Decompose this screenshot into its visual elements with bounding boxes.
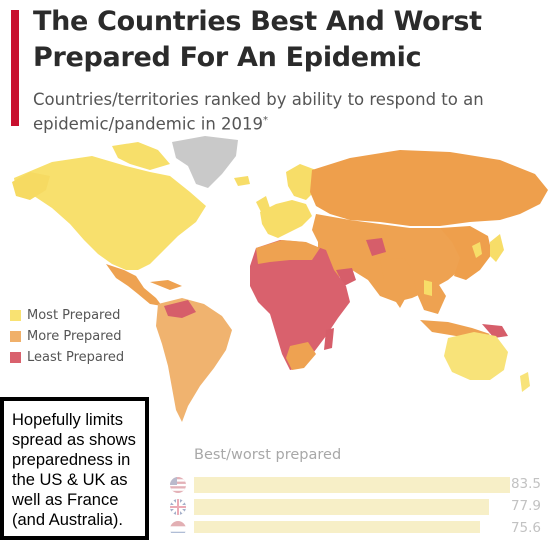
scandinavia	[286, 164, 318, 200]
us-flag-icon	[170, 477, 186, 493]
north-america	[14, 156, 206, 270]
alaska	[12, 172, 50, 200]
score-bar	[194, 521, 480, 533]
chart-title: The Countries Best And Worst Prepared Fo…	[33, 6, 482, 73]
china-east	[440, 226, 492, 280]
korea	[472, 242, 482, 258]
mexico	[106, 264, 162, 306]
annotation-box: Hopefully limits spread as shows prepare…	[0, 397, 149, 540]
nl-flag-icon	[170, 521, 186, 533]
map-legend: Most Prepared More Prepared Least Prepar…	[10, 305, 124, 368]
world-map	[12, 136, 548, 422]
europe-west	[260, 200, 312, 238]
north-africa	[256, 240, 320, 264]
legend-item-least: Least Prepared	[10, 347, 124, 368]
south-america	[156, 298, 232, 422]
iceland	[234, 176, 250, 186]
uk-flag-icon	[170, 499, 186, 515]
south-asia	[380, 258, 414, 308]
best-worst-title: Best/worst prepared	[194, 447, 342, 463]
title-accent-bar	[11, 10, 19, 126]
legend-label: Most Prepared	[27, 308, 121, 323]
south-america-north	[164, 300, 196, 318]
uk-ireland	[256, 196, 270, 214]
caribbean	[150, 280, 182, 290]
south-africa	[286, 342, 316, 370]
madagascar	[324, 328, 334, 350]
score-bar	[194, 477, 510, 493]
score-value: 83.5	[510, 476, 541, 492]
score-value: 77.9	[510, 498, 541, 514]
greenland	[172, 136, 238, 188]
legend-item-most: Most Prepared	[10, 305, 124, 326]
new-zealand	[520, 372, 530, 392]
chart-subtitle: Countries/territories ranked by ability …	[33, 90, 484, 134]
score-value: 75.6	[510, 520, 541, 533]
southeast-asia	[414, 280, 446, 314]
australia	[444, 332, 508, 380]
legend-swatch-most	[10, 310, 21, 321]
best-worst-row: 83.5	[170, 475, 557, 495]
legend-item-more: More Prepared	[10, 326, 124, 347]
legend-label: More Prepared	[27, 329, 122, 344]
arctic-islands	[112, 142, 170, 170]
papua	[482, 324, 508, 338]
africa	[250, 240, 350, 370]
yemen-syria	[336, 268, 356, 286]
legend-swatch-more	[10, 331, 21, 342]
score-bar	[194, 499, 489, 515]
best-worst-row: 77.9	[170, 497, 557, 517]
legend-label: Least Prepared	[27, 350, 125, 365]
russia	[310, 150, 548, 226]
japan	[490, 234, 504, 262]
thailand	[424, 280, 432, 296]
afghanistan	[366, 238, 386, 256]
best-worst-row: 75.6	[170, 519, 557, 533]
legend-swatch-least	[10, 352, 21, 363]
